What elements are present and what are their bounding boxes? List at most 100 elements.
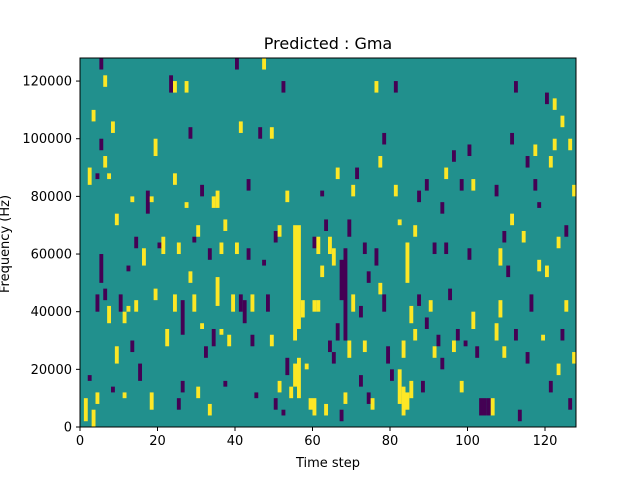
heatmap-cell-negative [455, 328, 460, 341]
heatmap-cell-positive [351, 294, 356, 312]
heatmap-cell-positive [293, 225, 298, 341]
heatmap-cell-negative [374, 248, 379, 266]
heatmap-cell-negative [103, 288, 108, 301]
heatmap-cell-positive [277, 380, 282, 393]
heatmap-cell-negative [463, 340, 468, 347]
heatmap-cell-negative [99, 138, 104, 151]
heatmap-cell-positive [413, 328, 418, 341]
heatmap-cell-positive [215, 190, 220, 208]
heatmap-cell-negative [347, 219, 352, 237]
chart-title: Predicted : Gma [264, 34, 392, 53]
heatmap-cell-positive [223, 219, 228, 231]
heatmap-cell-negative [95, 294, 100, 312]
heatmap-cell-negative [393, 81, 398, 93]
heatmap-cell-negative [188, 127, 193, 139]
heatmap-cell-negative [242, 300, 247, 324]
x-tick-label: 120 [533, 434, 558, 449]
heatmap-cell-negative [285, 357, 290, 376]
heatmap-cell-positive [188, 271, 193, 283]
y-tick-label: 40000 [31, 305, 72, 320]
heatmap-cell-positive [200, 323, 205, 329]
heatmap-cell-positive [308, 398, 313, 410]
heatmap-cell-negative [204, 346, 208, 358]
heatmap-cell-negative [452, 150, 456, 162]
heatmap-cell-negative [417, 294, 422, 306]
heatmap-cell-positive [351, 184, 356, 197]
heatmap-cell-positive [95, 392, 100, 404]
heatmap-cell-positive [149, 392, 154, 410]
heatmap-cell-positive [312, 398, 317, 416]
heatmap-cell-positive [269, 127, 274, 139]
heatmap-cell-negative [138, 363, 143, 381]
heatmap-cell-positive [510, 213, 515, 226]
heatmap-cell-positive [219, 328, 224, 335]
heatmap-cell-positive [126, 305, 131, 312]
heatmap-cell-positive [548, 156, 553, 168]
heatmap-cell-negative [335, 323, 340, 341]
heatmap-cell-positive [211, 196, 216, 208]
heatmap-cell-positive [250, 294, 255, 312]
heatmap-cell-positive [235, 242, 239, 255]
heatmap-cell-positive [277, 225, 282, 237]
y-axis-ticks: 0 20000 40000 60000 80000 100000 120000 [22, 75, 80, 436]
heatmap-cell-positive [114, 346, 119, 364]
heatmap-cell-negative [548, 380, 553, 393]
y-tick-label: 80000 [31, 190, 72, 205]
heatmap-cell-negative [483, 398, 487, 416]
heatmap-cell-negative [118, 294, 123, 312]
heatmap-cell-positive [471, 179, 476, 191]
heatmap-cell-positive [521, 230, 526, 243]
heatmap-cell-negative [467, 248, 472, 260]
heatmap-cell-positive [103, 156, 108, 168]
heatmap-cell-positive [378, 156, 383, 168]
heatmap-cell-negative [111, 386, 115, 393]
heatmap-cell-negative [266, 294, 270, 312]
heatmap-cell-positive [316, 236, 321, 255]
heatmap-cell-negative [223, 380, 228, 387]
heatmap-cell-negative [424, 179, 429, 191]
heatmap-cell-negative [510, 132, 515, 145]
heatmap-cell-positive [316, 300, 321, 312]
heatmap-cell-negative [382, 294, 387, 312]
heatmap-cell-positive [413, 225, 418, 237]
heatmap-cell-negative [444, 242, 449, 255]
heatmap-cell-positive [572, 184, 577, 197]
heatmap-cell-positive [343, 392, 348, 404]
heatmap-cell-positive [502, 346, 507, 358]
heatmap-cell-positive [207, 403, 212, 416]
heatmap-cell-negative [339, 409, 344, 422]
heatmap-cell-positive [184, 81, 189, 93]
heatmap-cell-positive [107, 305, 112, 324]
heatmap-cell-positive [285, 190, 290, 203]
heatmap-cell-positive [397, 369, 402, 404]
heatmap-cell-negative [207, 248, 212, 260]
heatmap-cell-negative [331, 352, 336, 364]
heatmap-cell-negative [281, 409, 286, 416]
heatmap-cell-negative [235, 58, 239, 70]
heatmap-cell-negative [99, 58, 104, 70]
heatmap-cell-negative [254, 392, 259, 399]
heatmap-cell-positive [494, 323, 499, 341]
heatmap-cell-positive [405, 392, 410, 410]
heatmap-cell-negative [130, 340, 135, 353]
heatmap-cell-negative [362, 242, 367, 255]
heatmap-cell-negative [436, 334, 441, 347]
heatmap-cell-negative [568, 398, 573, 410]
heatmap-cell-negative [537, 202, 542, 208]
heatmap-cell-negative [517, 409, 522, 422]
heatmap-cell-positive [91, 109, 96, 122]
heatmap-cell-negative [312, 236, 317, 249]
heatmap-cell-positive [378, 282, 383, 295]
heatmap-cell-positive [328, 236, 332, 255]
heatmap-cell-positive [432, 346, 437, 358]
heatmap-cell-negative [273, 398, 278, 410]
heatmap-cell-positive [142, 248, 146, 266]
heatmap-cell-positive [173, 81, 177, 93]
heatmap-cell-positive [83, 398, 88, 422]
heatmap-cell-positive [347, 340, 352, 358]
heatmap-cell-negative [386, 346, 391, 364]
heatmap-cell-negative [273, 230, 278, 243]
heatmap-cell-negative [525, 156, 530, 168]
heatmap-cell-negative [421, 380, 425, 393]
